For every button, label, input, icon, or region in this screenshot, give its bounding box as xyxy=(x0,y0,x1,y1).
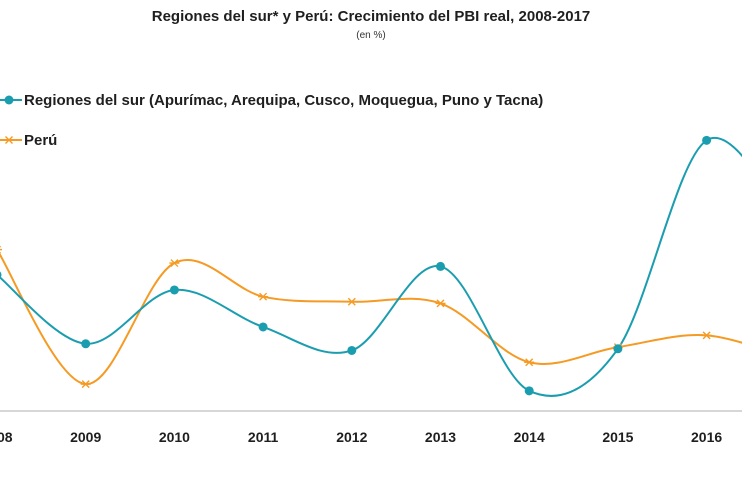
data-point-circle xyxy=(81,339,91,349)
x-tick-label: 2008 xyxy=(0,429,13,445)
data-point-circle xyxy=(613,344,623,354)
series-line xyxy=(0,136,742,397)
data-point-circle xyxy=(169,285,179,295)
legend-item: Regiones del sur (Apurímac, Arequipa, Cu… xyxy=(0,92,543,109)
legend-label: Regiones del sur (Apurímac, Arequipa, Cu… xyxy=(24,92,543,109)
data-point-circle xyxy=(258,322,268,332)
data-point-asterisk xyxy=(4,136,14,144)
x-tick-label: 2016 xyxy=(691,429,722,445)
data-point-asterisk xyxy=(346,297,357,306)
x-tick-label: 2012 xyxy=(336,429,367,445)
data-point-asterisk xyxy=(258,292,269,301)
legend-label: Perú xyxy=(24,132,57,149)
data-point-circle xyxy=(4,95,14,105)
data-point-circle xyxy=(0,271,2,279)
legend: Regiones del sur (Apurímac, Arequipa, Cu… xyxy=(0,92,543,149)
x-axis-ticks: 2008200920102011201220132014201520162017 xyxy=(0,429,722,445)
x-tick-label: 2014 xyxy=(514,429,545,445)
x-tick-label: 2013 xyxy=(425,429,456,445)
data-point-asterisk xyxy=(524,358,535,367)
data-point-circle xyxy=(436,261,445,271)
x-tick-label: 2010 xyxy=(159,429,190,445)
chart-title: Regiones del sur* y Perú: Crecimiento de… xyxy=(151,8,591,25)
data-point-circle xyxy=(702,135,712,145)
series-line xyxy=(0,252,742,386)
data-point-asterisk xyxy=(701,331,712,340)
data-point-asterisk xyxy=(435,299,446,308)
data-point-circle xyxy=(347,345,357,355)
series-markers xyxy=(0,135,712,396)
data-point-asterisk xyxy=(169,259,180,268)
series-markers-group xyxy=(0,245,712,389)
series-markers-group xyxy=(0,135,712,396)
legend-item: Perú xyxy=(0,132,57,149)
x-tick-label: 2015 xyxy=(602,429,633,445)
data-point-asterisk xyxy=(80,380,91,389)
data-point-asterisk xyxy=(0,245,2,254)
x-tick-label: 2011 xyxy=(248,429,279,445)
data-point-circle xyxy=(524,386,534,396)
x-tick-label: 2009 xyxy=(70,429,101,445)
series-lines xyxy=(0,136,742,397)
chart-subtitle: (en %) xyxy=(356,30,386,41)
